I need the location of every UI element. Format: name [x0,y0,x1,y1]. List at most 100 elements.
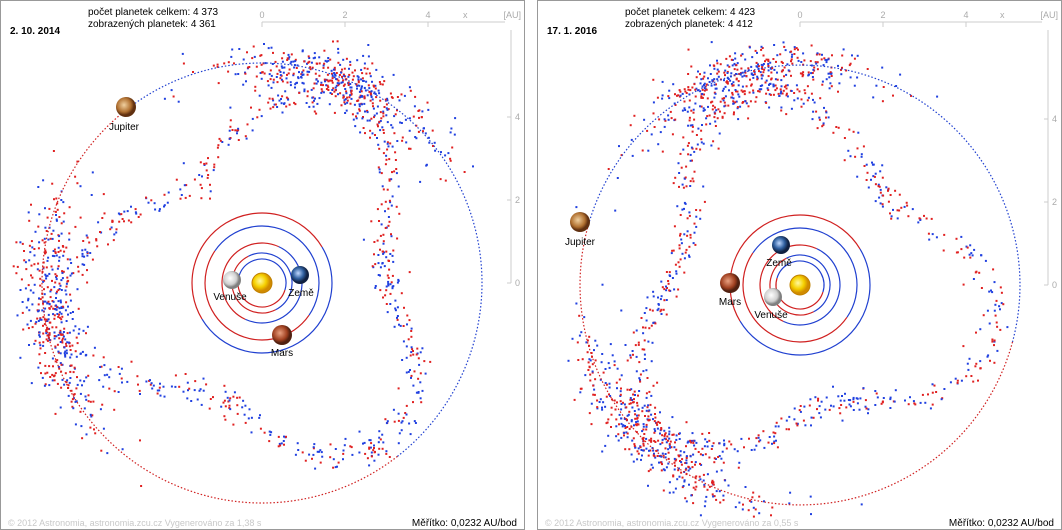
asteroid [311,457,313,460]
asteroid [290,60,293,63]
asteroid [726,82,729,85]
asteroid [699,478,702,481]
asteroid [727,104,730,107]
asteroid [76,383,79,386]
asteroid [337,47,340,50]
asteroid [676,205,679,208]
asteroid [619,395,622,397]
asteroid [69,370,72,373]
asteroid [848,64,851,67]
asteroid [872,175,875,178]
asteroid [731,64,734,67]
asteroid [259,72,262,74]
asteroid [341,75,343,78]
asteroid [662,489,665,492]
asteroid [629,124,632,127]
asteroid [251,57,254,60]
asteroid [645,425,648,428]
asteroid [716,59,718,62]
asteroid [989,359,991,362]
asteroid [244,135,247,138]
asteroid [43,384,46,387]
asteroid [692,111,695,114]
asteroid [741,71,744,74]
asteroid [21,242,24,245]
asteroid [622,401,624,404]
asteroid [282,440,285,442]
asteroid [271,97,274,100]
asteroid [741,101,744,104]
x-tick-label: 0 [259,10,264,20]
asteroid [828,87,831,90]
asteroid [613,364,616,367]
asteroid [42,316,45,319]
asteroid [347,84,350,86]
asteroid [730,72,733,75]
asteroid [845,69,848,72]
asteroid [60,363,63,366]
asteroid [613,360,616,363]
asteroid [349,102,352,105]
asteroid [67,384,70,387]
asteroid [147,201,150,204]
asteroid [711,100,714,103]
asteroid [199,161,202,164]
asteroid [730,83,733,85]
asteroid [187,389,189,392]
asteroid [120,377,123,380]
asteroid [352,118,355,121]
asteroid [56,359,59,362]
asteroid [231,129,234,131]
asteroid [348,73,351,76]
asteroid [800,98,803,101]
asteroid [879,202,882,205]
asteroid [626,388,629,391]
asteroid [269,433,272,436]
asteroid [408,422,411,425]
asteroid [102,427,105,430]
asteroid [607,418,610,421]
asteroid [760,63,763,66]
asteroid [403,306,405,309]
asteroid [89,413,92,416]
asteroid [796,422,799,425]
asteroid [373,241,376,243]
asteroid [274,103,277,106]
asteroid [53,255,56,258]
asteroid [874,404,877,406]
asteroid [703,445,706,448]
asteroid [757,434,760,437]
asteroid [46,371,49,374]
asteroid [261,71,264,74]
asteroid [178,385,181,388]
asteroid [695,215,698,218]
asteroid [659,432,661,435]
asteroid [40,318,43,321]
asteroid [642,332,645,335]
asteroid [642,428,645,431]
asteroid [593,349,595,352]
orbit [245,246,303,324]
asteroid [65,282,68,285]
asteroid [724,74,726,77]
asteroid [736,450,739,453]
asteroid [67,394,70,397]
asteroid [956,381,959,384]
asteroid [380,203,383,206]
asteroid [772,85,775,88]
asteroid [665,299,668,301]
asteroid [654,413,656,415]
asteroid [690,494,693,497]
asteroid [364,110,366,113]
asteroid [656,455,659,457]
asteroid [378,171,381,174]
asteroid [56,382,59,385]
asteroid [819,97,822,100]
asteroid [412,401,414,404]
asteroid [123,220,125,223]
asteroid [301,71,304,74]
asteroid [688,99,691,102]
asteroid [44,207,46,210]
asteroid [734,57,737,60]
asteroid [30,382,33,385]
